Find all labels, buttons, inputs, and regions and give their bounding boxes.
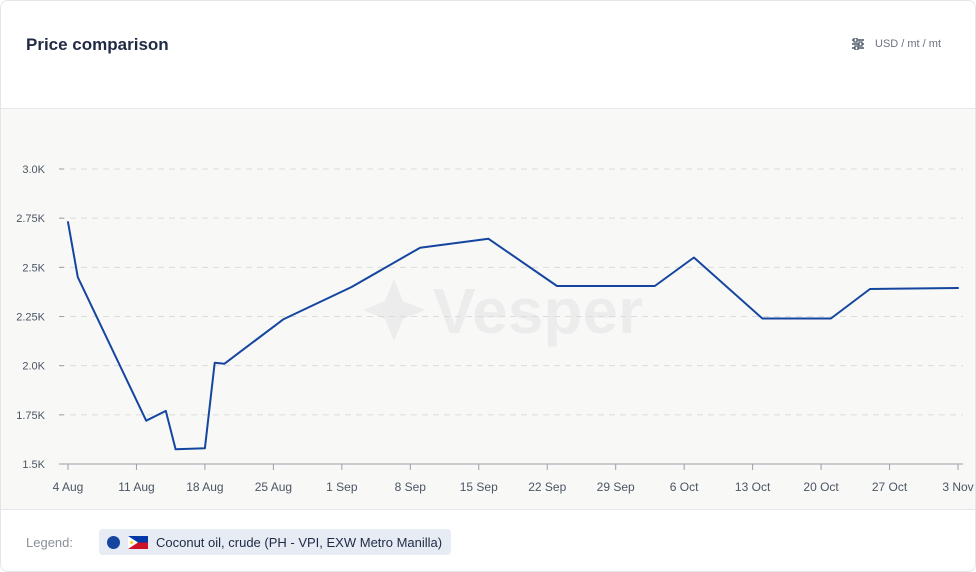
legend-item-coconut-oil[interactable]: Coconut oil, crude (PH - VPI, EXW Metro … bbox=[99, 529, 452, 555]
x-tick-label: 20 Oct bbox=[803, 480, 839, 494]
x-tick-label: 25 Aug bbox=[255, 480, 292, 494]
philippines-flag-icon bbox=[128, 535, 148, 549]
series-line-coconut-oil bbox=[67, 221, 959, 451]
x-tick-label: 27 Oct bbox=[872, 480, 908, 494]
x-tick-label: 8 Sep bbox=[395, 480, 427, 494]
x-tick-label: 15 Sep bbox=[460, 480, 498, 494]
x-tick-label: 13 Oct bbox=[735, 480, 771, 494]
legend-label: Legend: bbox=[26, 535, 73, 550]
legend-item-label: Coconut oil, crude (PH - VPI, EXW Metro … bbox=[156, 534, 443, 550]
plot-area: Vesper 1.5K 1.75K 2.0K 2.25K 2.5K 2.75K 3.0K 4 … bbox=[1, 109, 975, 509]
x-tick-label: 1 Sep bbox=[326, 480, 358, 494]
units-label: USD / mt / mt bbox=[875, 38, 941, 50]
series-color-dot bbox=[107, 535, 120, 549]
card-header: Price comparison USD / mt / mt bbox=[1, 1, 975, 109]
sliders-icon bbox=[852, 38, 864, 50]
x-tick-label: 6 Oct bbox=[670, 480, 699, 494]
y-tick-label: 2.0K bbox=[22, 361, 45, 373]
x-tick-label: 22 Sep bbox=[528, 480, 566, 494]
y-tick-label: 1.5K bbox=[22, 459, 45, 471]
x-tick-label: 18 Aug bbox=[186, 480, 223, 494]
y-tick-label: 3.0K bbox=[22, 164, 45, 176]
y-tick-label: 2.5K bbox=[22, 262, 45, 274]
y-tick-label: 2.75K bbox=[16, 213, 45, 225]
x-tick-label: 3 Nov bbox=[942, 480, 973, 494]
y-tick-label: 2.25K bbox=[16, 312, 45, 324]
vesper-logo-icon bbox=[363, 279, 425, 341]
legend-bar: Legend: Coconut oil, crude (PH - VPI, EX… bbox=[1, 509, 975, 571]
units-selector[interactable]: USD / mt / mt bbox=[851, 38, 941, 50]
x-tick-label: 11 Aug bbox=[118, 480, 154, 494]
x-tick-label: 29 Sep bbox=[597, 480, 635, 494]
series bbox=[67, 221, 959, 451]
page-title: Price comparison bbox=[26, 35, 169, 54]
line-chart: Vesper 1.5K1.75K2.0K2.25K2.5K2.75K3.0K4 … bbox=[16, 164, 973, 494]
x-tick-label: 4 Aug bbox=[53, 480, 84, 494]
grid-lines bbox=[59, 168, 963, 416]
axes: 1.5K 1.75K 2.0K 2.25K 2.5K 2.75K 3.0K 4 Aug 11 A… bbox=[16, 164, 973, 494]
y-tick-label: 1.75K bbox=[16, 410, 45, 422]
